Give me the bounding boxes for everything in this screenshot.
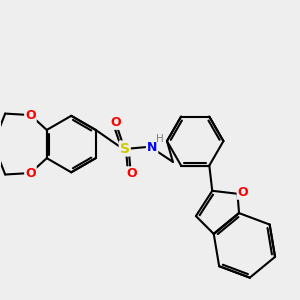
Text: S: S bbox=[120, 142, 130, 155]
Text: O: O bbox=[25, 109, 36, 122]
Text: O: O bbox=[126, 167, 136, 180]
Text: O: O bbox=[238, 186, 248, 199]
Text: O: O bbox=[25, 167, 36, 179]
Text: O: O bbox=[110, 116, 121, 129]
Text: N: N bbox=[147, 140, 157, 154]
Text: H: H bbox=[156, 134, 164, 144]
